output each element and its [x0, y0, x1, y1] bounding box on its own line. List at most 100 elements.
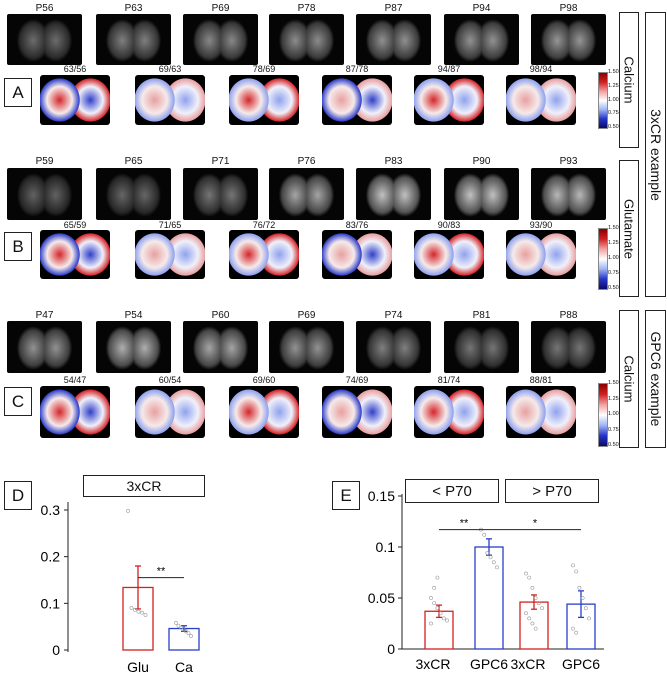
ratio-heatmap-image	[229, 75, 299, 125]
data-point	[143, 613, 148, 617]
group-label-box-bottom: GPC6 example	[645, 310, 666, 448]
ratio-label: 88/81	[529, 375, 553, 385]
ratio-heatmap-image	[506, 75, 576, 125]
ratio-label: 81/74	[437, 375, 461, 385]
ratio-label: 98/94	[529, 64, 553, 74]
grayscale-cortex-image	[7, 321, 82, 373]
data-point	[184, 629, 188, 634]
y-tick-label: 0.05	[368, 590, 395, 606]
ratio-label: 71/65	[158, 220, 182, 230]
grayscale-cortex-image	[183, 14, 258, 65]
age-label: P88	[559, 310, 578, 321]
panel-label-b: B	[4, 232, 32, 261]
data-point	[530, 585, 535, 590]
grayscale-cortex-image	[531, 321, 606, 373]
ratio-label: 87/78	[345, 64, 369, 74]
group-label-gpc6: GPC6 example	[647, 331, 664, 427]
age-label: P65	[124, 156, 143, 167]
colorbar-tick: 0.75	[608, 110, 619, 117]
ratio-heatmap-image	[322, 75, 392, 125]
panel-e-title-lt-p70: < P70	[405, 479, 499, 503]
data-point	[587, 616, 591, 621]
ratio-label: 78/69	[252, 64, 276, 74]
ratio-label: 76/72	[252, 220, 276, 230]
age-label: P87	[384, 3, 403, 14]
data-point	[574, 630, 579, 635]
age-label: P90	[472, 156, 491, 167]
data-point	[429, 596, 433, 600]
bar-gpc6-lt-p70	[474, 546, 504, 650]
data-point	[133, 607, 137, 612]
age-label: P71	[211, 156, 230, 167]
age-label: P69	[297, 310, 316, 321]
panel-label-e: E	[332, 481, 360, 510]
data-point	[580, 596, 585, 600]
grayscale-cortex-image	[356, 14, 431, 65]
grayscale-cortex-image	[444, 168, 519, 220]
colorbar-tick: 0.75	[608, 270, 619, 276]
ratio-label: 93/90	[529, 220, 553, 230]
panel-label-c: C	[4, 387, 32, 416]
panel-label-a: A	[4, 78, 32, 107]
grayscale-cortex-image	[183, 168, 258, 220]
grayscale-cortex-image	[96, 321, 171, 373]
y-tick-label: 0.15	[368, 488, 395, 504]
group-label-box-top: 3xCR example	[645, 12, 666, 297]
ratio-heatmap-image	[135, 230, 205, 279]
grayscale-cortex-image	[269, 14, 344, 65]
ratio-label: 69/60	[252, 375, 276, 385]
grayscale-cortex-image	[96, 14, 171, 65]
data-point	[429, 621, 433, 626]
data-point	[438, 611, 443, 616]
ratio-label: 63/56	[63, 64, 87, 74]
colorbar-tick: 1.00	[608, 96, 619, 103]
data-point	[488, 555, 493, 560]
data-point	[583, 606, 588, 611]
data-point	[432, 601, 437, 606]
age-label: P54	[124, 310, 143, 321]
data-point	[482, 532, 487, 537]
data-point	[524, 611, 528, 616]
colorbar-tick: 1.25	[608, 240, 619, 246]
colorbar-tick: 0.50	[608, 124, 619, 130]
colorbar-tick: 0.50	[608, 442, 619, 448]
x-tick-label: Ca	[175, 659, 193, 675]
x-tick-label: GPC6	[562, 656, 600, 672]
colorbar	[598, 383, 608, 447]
age-label: P74	[384, 310, 403, 321]
age-label: P60	[211, 310, 230, 321]
grayscale-cortex-image	[96, 168, 171, 220]
age-label: P81	[472, 310, 491, 321]
data-point	[527, 616, 532, 621]
age-label: P63	[124, 3, 143, 14]
data-point	[126, 509, 130, 513]
panel-label-d: D	[4, 481, 32, 510]
ratio-heatmap-image	[414, 230, 484, 279]
ratio-heatmap-image	[229, 230, 299, 279]
colorbar-tick: 1.00	[608, 411, 619, 417]
colorbar-tick: 1.25	[608, 395, 619, 402]
data-point	[533, 596, 538, 600]
data-point	[174, 621, 178, 625]
y-tick-label: 0	[52, 642, 60, 658]
grayscale-cortex-image	[269, 321, 344, 373]
ratio-label: 65/59	[63, 220, 87, 230]
grayscale-cortex-image	[531, 168, 606, 220]
ratio-heatmap-image	[135, 75, 205, 125]
significance-stars: **	[460, 518, 469, 530]
data-point	[445, 618, 449, 623]
y-tick-label: 0.3	[41, 502, 61, 518]
data-point	[540, 606, 544, 611]
ratio-label: 83/76	[345, 220, 369, 230]
data-point	[574, 569, 579, 574]
x-tick-label: Glu	[127, 659, 149, 675]
ratio-label: 90/83	[437, 220, 461, 230]
data-point	[189, 634, 193, 638]
colorbar-tick: 1.50	[608, 380, 619, 386]
grayscale-cortex-image	[356, 168, 431, 220]
panel-d-title: 3xCR	[83, 475, 205, 497]
data-point	[524, 571, 528, 576]
colorbar-tick: 0.75	[608, 426, 619, 433]
ratio-label: 69/63	[158, 64, 182, 74]
panel-d-bar-chart: 0 0.1 0.2 0.3 Glu Ca **	[41, 502, 200, 675]
